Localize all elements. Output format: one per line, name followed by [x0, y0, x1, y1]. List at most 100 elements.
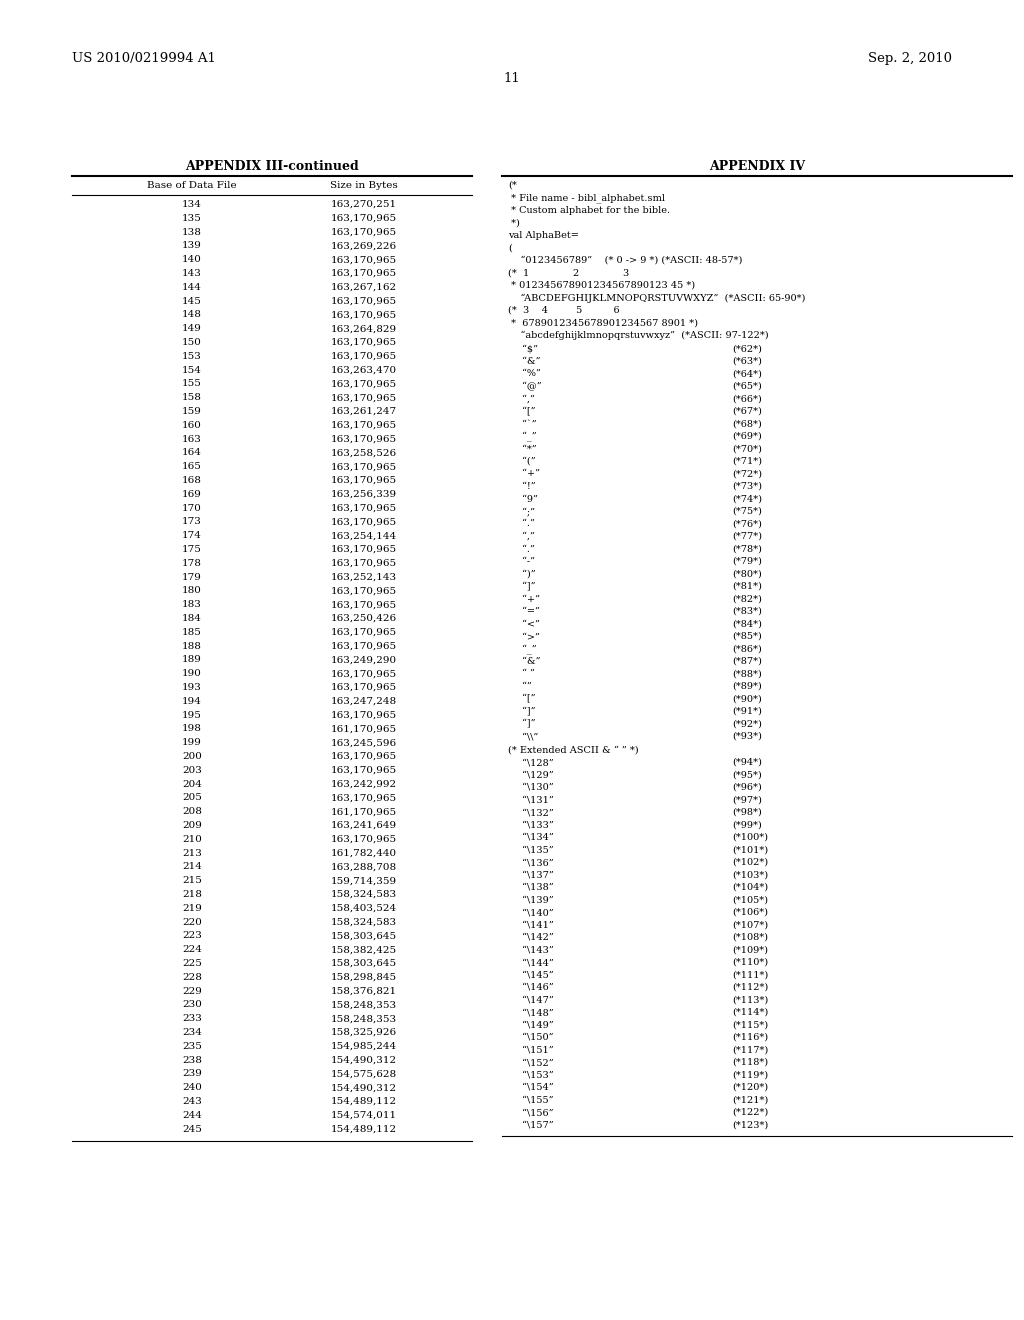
Text: “\145”: “\145” — [522, 970, 554, 979]
Text: 163,241,649: 163,241,649 — [331, 821, 397, 830]
Text: 243: 243 — [182, 1097, 202, 1106]
Text: 230: 230 — [182, 1001, 202, 1010]
Text: 163,170,965: 163,170,965 — [331, 477, 397, 484]
Text: APPENDIX IV: APPENDIX IV — [709, 160, 805, 173]
Text: (*65*): (*65*) — [732, 381, 762, 391]
Text: 139: 139 — [182, 242, 202, 251]
Text: 203: 203 — [182, 766, 202, 775]
Text: 158,298,845: 158,298,845 — [331, 973, 397, 982]
Text: “,”: “,” — [522, 395, 535, 404]
Text: “@”: “@” — [522, 381, 542, 391]
Text: 158,303,645: 158,303,645 — [331, 932, 397, 940]
Text: “abcdefghijklmnopqrstuvwxyz”  (*ASCII: 97-122*): “abcdefghijklmnopqrstuvwxyz” (*ASCII: 97… — [508, 331, 769, 341]
Text: 154,489,112: 154,489,112 — [331, 1125, 397, 1134]
Text: 209: 209 — [182, 821, 202, 830]
Text: “\150”: “\150” — [522, 1034, 554, 1041]
Text: val AlphaBet=: val AlphaBet= — [508, 231, 579, 240]
Text: 158,376,821: 158,376,821 — [331, 986, 397, 995]
Text: (*92*): (*92*) — [732, 719, 762, 729]
Text: 163,263,470: 163,263,470 — [331, 366, 397, 375]
Text: 163,170,965: 163,170,965 — [331, 310, 397, 319]
Text: (*123*): (*123*) — [732, 1121, 768, 1130]
Text: “,”: “,” — [522, 532, 535, 541]
Text: 228: 228 — [182, 973, 202, 982]
Text: “&”: “&” — [522, 657, 541, 667]
Text: (*79*): (*79*) — [732, 557, 762, 566]
Text: 153: 153 — [182, 352, 202, 360]
Text: (*96*): (*96*) — [732, 783, 762, 792]
Text: 154,985,244: 154,985,244 — [331, 1041, 397, 1051]
Text: 148: 148 — [182, 310, 202, 319]
Text: (*78*): (*78*) — [732, 544, 762, 553]
Text: “\\”: “\\” — [522, 733, 539, 741]
Text: 233: 233 — [182, 1014, 202, 1023]
Text: 189: 189 — [182, 656, 202, 664]
Text: “\128”: “\128” — [522, 758, 554, 767]
Text: 158,403,524: 158,403,524 — [331, 904, 397, 913]
Text: 163,170,965: 163,170,965 — [331, 669, 397, 678]
Text: 144: 144 — [182, 282, 202, 292]
Text: 184: 184 — [182, 614, 202, 623]
Text: “(”: “(” — [522, 457, 536, 466]
Text: “\133”: “\133” — [522, 821, 554, 829]
Text: “9”: “9” — [522, 495, 538, 503]
Text: (*93*): (*93*) — [732, 733, 762, 741]
Text: “\157”: “\157” — [522, 1121, 554, 1130]
Text: 163,261,247: 163,261,247 — [331, 407, 397, 416]
Text: (*108*): (*108*) — [732, 933, 768, 942]
Text: 244: 244 — [182, 1111, 202, 1119]
Text: 163,170,965: 163,170,965 — [331, 793, 397, 803]
Text: “ABCDEFGHIJKLMNOPQRSTUVWXYZ”  (*ASCII: 65-90*): “ABCDEFGHIJKLMNOPQRSTUVWXYZ” (*ASCII: 65… — [508, 293, 805, 302]
Text: “”: “” — [522, 682, 531, 690]
Text: “[”: “[” — [522, 694, 536, 704]
Text: 193: 193 — [182, 682, 202, 692]
Text: 11: 11 — [504, 73, 520, 84]
Text: (*109*): (*109*) — [732, 945, 768, 954]
Text: 161,170,965: 161,170,965 — [331, 808, 397, 816]
Text: 214: 214 — [182, 862, 202, 871]
Text: 220: 220 — [182, 917, 202, 927]
Text: (*88*): (*88*) — [732, 669, 762, 678]
Text: (*120*): (*120*) — [732, 1082, 768, 1092]
Text: “\156”: “\156” — [522, 1107, 554, 1117]
Text: “_”: “_” — [522, 432, 537, 442]
Text: “\138”: “\138” — [522, 883, 554, 892]
Text: 235: 235 — [182, 1041, 202, 1051]
Text: “\142”: “\142” — [522, 933, 554, 942]
Text: 145: 145 — [182, 297, 202, 306]
Text: 154,490,312: 154,490,312 — [331, 1056, 397, 1065]
Text: * File name - bibl_alphabet.sml: * File name - bibl_alphabet.sml — [508, 194, 665, 203]
Text: (*103*): (*103*) — [732, 870, 768, 879]
Text: 158,303,645: 158,303,645 — [331, 960, 397, 968]
Text: 150: 150 — [182, 338, 202, 347]
Text: 163,245,596: 163,245,596 — [331, 738, 397, 747]
Text: (*110*): (*110*) — [732, 958, 768, 968]
Text: (*66*): (*66*) — [732, 395, 762, 404]
Text: 158: 158 — [182, 393, 202, 403]
Text: 175: 175 — [182, 545, 202, 554]
Text: *  6789012345678901234567 8901 *): * 6789012345678901234567 8901 *) — [508, 318, 698, 327]
Text: 163,170,965: 163,170,965 — [331, 297, 397, 306]
Text: “\139”: “\139” — [522, 895, 554, 904]
Text: * Custom alphabet for the bible.: * Custom alphabet for the bible. — [508, 206, 670, 215]
Text: 163,170,965: 163,170,965 — [331, 628, 397, 636]
Text: (*86*): (*86*) — [732, 644, 762, 653]
Text: (*119*): (*119*) — [732, 1071, 768, 1080]
Text: (*68*): (*68*) — [732, 420, 762, 429]
Text: (*81*): (*81*) — [732, 582, 762, 591]
Text: “.”: “.” — [522, 520, 535, 528]
Text: 165: 165 — [182, 462, 202, 471]
Text: (*82*): (*82*) — [732, 594, 762, 603]
Text: 149: 149 — [182, 325, 202, 333]
Text: (*84*): (*84*) — [732, 619, 762, 628]
Text: “]”: “]” — [522, 708, 536, 715]
Text: “)”: “)” — [522, 569, 536, 578]
Text: Sep. 2, 2010: Sep. 2, 2010 — [868, 51, 952, 65]
Text: “=”: “=” — [522, 607, 540, 616]
Text: 183: 183 — [182, 601, 202, 610]
Text: “\137”: “\137” — [522, 870, 554, 879]
Text: 195: 195 — [182, 710, 202, 719]
Text: 163,269,226: 163,269,226 — [331, 242, 397, 251]
Text: 174: 174 — [182, 531, 202, 540]
Text: 163,288,708: 163,288,708 — [331, 862, 397, 871]
